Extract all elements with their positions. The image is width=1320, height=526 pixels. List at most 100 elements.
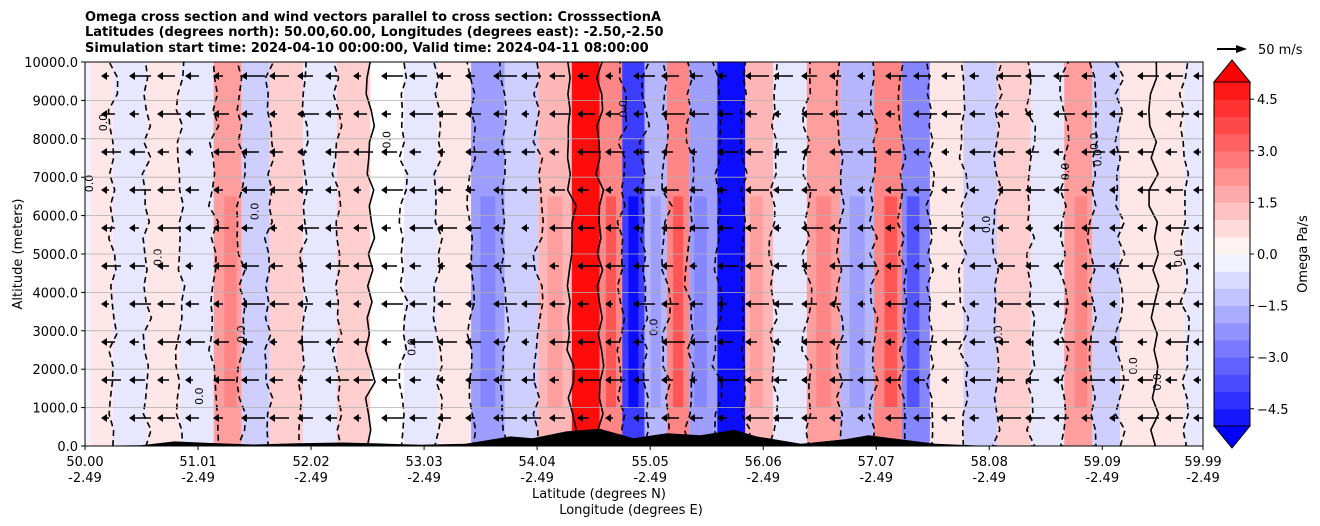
- wind-vector-head: [297, 338, 303, 346]
- wind-vector-head: [1081, 338, 1087, 346]
- omega-contour-line: [432, 62, 444, 446]
- wind-vector-head: [521, 262, 527, 270]
- wind-vector-head: [213, 300, 219, 308]
- wind-vector-head: [1025, 338, 1031, 346]
- wind-vector-head: [689, 300, 695, 308]
- wind-vector-head: [1165, 262, 1171, 270]
- wind-vector-head: [353, 414, 359, 422]
- wind-vector-head: [997, 262, 1003, 270]
- wind-vector-head: [885, 414, 891, 422]
- terrain-silhouette: [85, 428, 1203, 446]
- omega-contour-line: [107, 62, 119, 446]
- wind-vector-head: [213, 224, 219, 232]
- wind-vector-head: [773, 148, 779, 156]
- wind-vector-head: [577, 72, 583, 80]
- wind-vector-head: [745, 262, 751, 270]
- wind-vector-head: [829, 414, 835, 422]
- y-tick-label: 6000.0: [33, 210, 79, 225]
- wind-vector-head: [297, 186, 303, 194]
- wind-vector-head: [577, 338, 583, 346]
- wind-vector-head: [1193, 224, 1199, 232]
- wind-vector-head: [605, 338, 611, 346]
- x-tick-label-lon: -2.49: [746, 471, 780, 486]
- wind-vector-head: [829, 72, 835, 80]
- wind-vector-head: [1025, 376, 1031, 384]
- wind-vector-head: [101, 300, 107, 308]
- wind-vector-head: [773, 72, 779, 80]
- wind-vector-head: [157, 110, 163, 118]
- wind-vector-head: [1193, 338, 1199, 346]
- wind-vector-head: [829, 376, 835, 384]
- wind-vector-head: [829, 338, 835, 346]
- wind-vector-head: [1081, 148, 1087, 156]
- contour-label: 0.0: [1088, 133, 1101, 151]
- wind-vector-head: [1165, 186, 1171, 194]
- wind-vector-head: [717, 148, 723, 156]
- wind-vector-head: [493, 72, 499, 80]
- wind-vector-head: [969, 262, 975, 270]
- colorbar-segment: [1214, 288, 1250, 307]
- contour-label: 0.0: [235, 325, 248, 343]
- wind-vector-head: [1081, 72, 1087, 80]
- omega-band-core: [849, 196, 865, 408]
- wind-vector-head: [941, 338, 947, 346]
- wind-vector-head: [325, 300, 331, 308]
- contour-label: 0.0: [193, 387, 206, 405]
- wind-vector-head: [913, 376, 919, 384]
- wind-vector-head: [997, 110, 1003, 118]
- y-tick-label: 4000.0: [33, 286, 79, 301]
- wind-vector-head: [745, 338, 751, 346]
- wind-vector-head: [409, 300, 415, 308]
- omega-contour-line: [616, 62, 628, 446]
- y-tick-label: 8000.0: [33, 133, 79, 148]
- wind-vector-head: [213, 186, 219, 194]
- wind-vector-head: [941, 186, 947, 194]
- wind-vector-head: [1081, 414, 1087, 422]
- colorbar-segment: [1214, 322, 1250, 341]
- wind-vector-head: [297, 262, 303, 270]
- wind-vector-head: [577, 186, 583, 194]
- wind-vector-head: [521, 338, 527, 346]
- wind-vector-head: [381, 376, 387, 384]
- wind-vector-head: [1053, 414, 1059, 422]
- wind-vector-head: [269, 414, 275, 422]
- wind-vector-head: [1109, 262, 1115, 270]
- wind-vector-head: [801, 338, 807, 346]
- wind-vector-head: [885, 148, 891, 156]
- wind-vector-head: [745, 376, 751, 384]
- wind-vector-head: [1137, 338, 1143, 346]
- wind-vector-head: [129, 262, 135, 270]
- wind-vector-head: [157, 414, 163, 422]
- vector-key-arrow-icon: [1236, 45, 1247, 53]
- wind-vector-head: [1081, 262, 1087, 270]
- wind-vector-head: [157, 376, 163, 384]
- wind-vector-head: [689, 110, 695, 118]
- wind-vector-head: [325, 338, 331, 346]
- wind-vector-head: [493, 186, 499, 194]
- wind-vector-head: [521, 224, 527, 232]
- wind-vector-head: [1165, 376, 1171, 384]
- colorbar-segment: [1214, 82, 1250, 100]
- wind-vector-head: [661, 110, 667, 118]
- wind-vector-head: [1165, 72, 1171, 80]
- wind-vector-head: [157, 72, 163, 80]
- x-tick-label-lon: -2.49: [633, 471, 667, 486]
- omega-contour-line: [925, 62, 936, 446]
- wind-vector-head: [633, 110, 639, 118]
- x-tick-label-lon: -2.49: [181, 471, 215, 486]
- x-tick-label-lat: 52.02: [292, 455, 329, 470]
- colorbar-segment: [1214, 374, 1250, 393]
- x-tick-label-lat: 59.99: [1184, 455, 1221, 470]
- omega-contour-line: [801, 62, 813, 446]
- omega-band-core: [547, 196, 563, 408]
- colorbar-tick-label: −4.5: [1257, 403, 1289, 418]
- x-tick-label-lat: 55.05: [632, 455, 669, 470]
- wind-vector-head: [633, 376, 639, 384]
- wind-vector-head: [241, 414, 247, 422]
- omega-contour-lines: 0.00.00.00.00.00.00.00.00.00.00.00.00.00…: [85, 62, 1190, 446]
- wind-vector-head: [969, 186, 975, 194]
- wind-vector-head: [1081, 186, 1087, 194]
- colorbar-segment: [1214, 202, 1250, 221]
- wind-vector-head: [157, 262, 163, 270]
